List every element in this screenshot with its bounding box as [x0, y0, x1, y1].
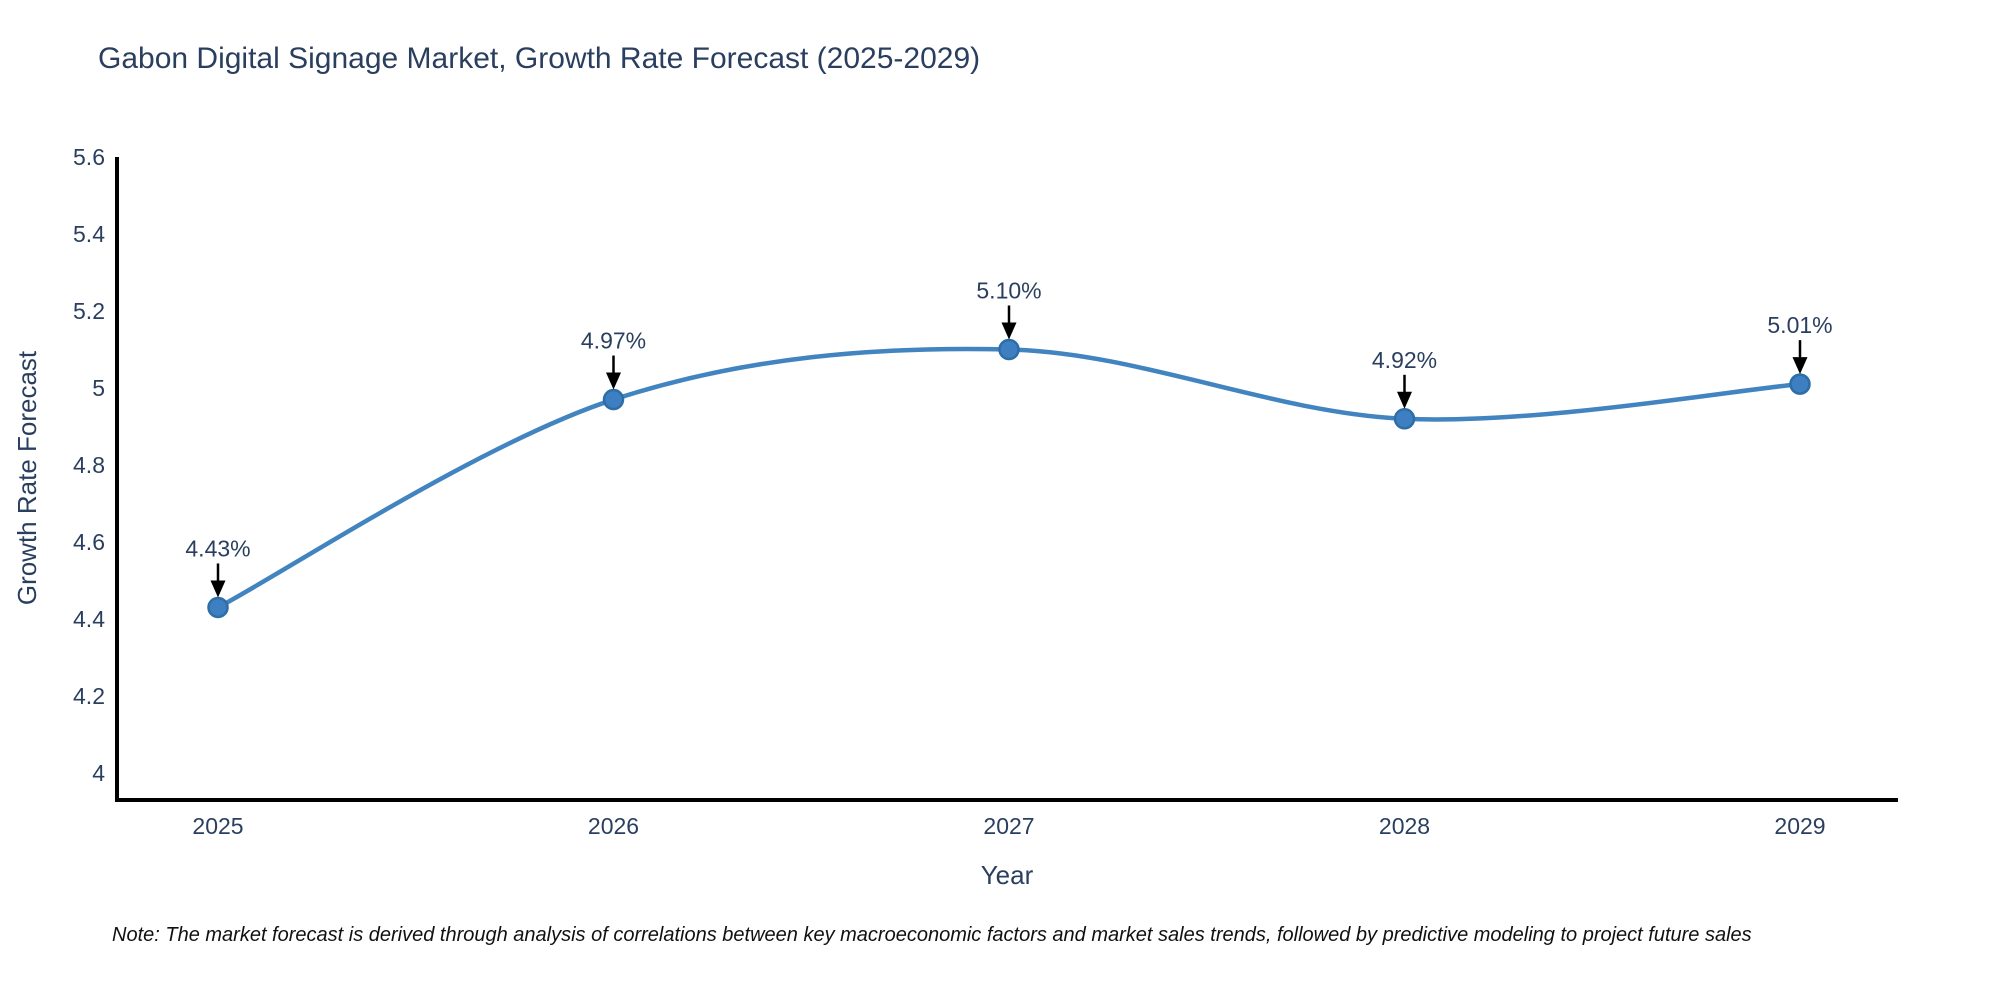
- y-tick-label: 4.6: [73, 529, 105, 555]
- y-axis-title: Growth Rate Forecast: [12, 350, 42, 605]
- annotation-arrow-head: [606, 372, 621, 390]
- data-point-marker: [207, 596, 229, 619]
- y-tick-label: 5.6: [73, 144, 105, 170]
- y-tick-label: 5.4: [73, 221, 105, 247]
- x-tick-label: 2025: [192, 813, 243, 839]
- y-tick-label: 5.2: [73, 298, 105, 324]
- x-axis-title: Year: [981, 860, 1034, 890]
- line-series: [207, 338, 1811, 619]
- y-tick-label: 4.2: [73, 683, 105, 709]
- axis-lines: [115, 157, 1898, 802]
- axes: [115, 157, 1898, 802]
- data-point-label: 5.10%: [976, 278, 1041, 304]
- x-tick-label: 2026: [588, 813, 639, 839]
- annotation-arrow-head: [1792, 357, 1808, 375]
- point-annotations: 4.43% 4.97% 5.10% 4.92% 5.01%: [185, 278, 1833, 598]
- data-point-label: 5.01%: [1767, 312, 1832, 338]
- data-point-label: 4.92%: [1372, 347, 1437, 373]
- y-tick-label: 4: [92, 760, 105, 786]
- data-point-label: 4.97%: [581, 328, 646, 354]
- footnote: Note: The market forecast is derived thr…: [112, 924, 1752, 946]
- data-point-marker: [1789, 373, 1811, 395]
- x-tick-label: 2028: [1379, 813, 1430, 839]
- y-tick-label: 4.4: [73, 606, 105, 632]
- data-point-marker: [1393, 408, 1416, 430]
- y-tick-label: 5: [92, 375, 105, 401]
- annotation-arrow-head: [1397, 391, 1412, 409]
- x-tick-label: 2027: [983, 813, 1034, 839]
- data-point-marker: [602, 388, 625, 411]
- data-point-marker: [998, 338, 1020, 361]
- series-line: [216, 346, 1801, 610]
- chart-title: Gabon Digital Signage Market, Growth Rat…: [98, 42, 980, 75]
- y-tick-label: 4.8: [73, 452, 105, 478]
- data-point-label: 4.43%: [185, 535, 250, 561]
- annotation-arrow-head: [210, 580, 226, 598]
- axis-ticks: 4 4.2 4.4 4.6 4.8 5 5.2 5.4 5.6 2025 2026 2027 2028 2…: [73, 144, 1826, 839]
- x-tick-label: 2029: [1774, 813, 1825, 839]
- annotation-arrow-head: [1001, 322, 1017, 340]
